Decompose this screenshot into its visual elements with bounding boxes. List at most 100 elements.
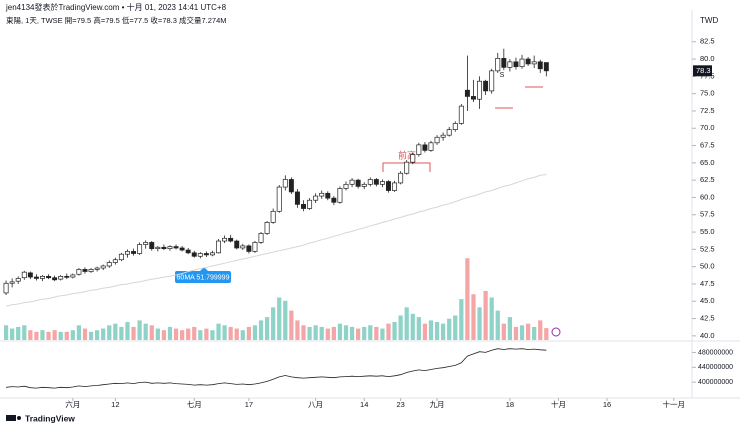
volume-bar <box>155 328 160 340</box>
volume-bar <box>137 320 142 340</box>
volume-bar <box>222 325 227 340</box>
volume-bar <box>204 328 209 340</box>
x-tick-label: 18 <box>506 400 514 409</box>
volume-bar <box>337 323 343 340</box>
volume-bar <box>179 330 185 340</box>
candle-body <box>240 245 246 249</box>
x-tick-label: 17 <box>245 400 253 409</box>
candle-body <box>82 269 88 272</box>
candle-body <box>64 275 70 278</box>
y-tick-label: 50.0 <box>700 262 715 271</box>
volume-bar <box>483 290 488 340</box>
volume-bar <box>295 320 300 340</box>
candle-body <box>313 195 319 201</box>
candle-body <box>252 242 258 252</box>
candle-body <box>21 271 27 279</box>
candle-body <box>137 244 143 254</box>
candle-body <box>531 61 537 65</box>
volume-bar <box>101 328 106 340</box>
volume-bar <box>58 331 63 340</box>
ma-label: 60MA 51.799999 <box>177 274 230 281</box>
volume-bar <box>313 325 318 340</box>
candle-body <box>440 134 446 138</box>
x-tick-label: 十一月 <box>663 399 686 409</box>
volume-bar <box>519 325 525 340</box>
candle-body <box>307 199 313 209</box>
x-tick-label: 14 <box>360 400 368 409</box>
candle-body <box>361 183 367 187</box>
candle-body <box>507 61 513 68</box>
volume-bar <box>64 331 69 340</box>
candle-body <box>288 179 294 193</box>
x-tick-label: 八月 <box>308 400 323 409</box>
candle-body <box>519 58 525 68</box>
footer: TradingView <box>25 413 75 423</box>
currency: TWD <box>700 16 718 25</box>
candle-body <box>222 237 228 242</box>
y-tick-label: 42.5 <box>700 314 715 323</box>
volume-bar <box>471 294 476 340</box>
volume-bar <box>343 325 349 340</box>
volume-bar <box>525 323 531 340</box>
candle-body <box>276 186 282 212</box>
volume-bar <box>240 330 245 340</box>
candle-body <box>33 276 39 279</box>
volume-bar <box>501 323 506 340</box>
volume-bar <box>277 297 282 340</box>
volume-bar <box>465 258 470 340</box>
y-tick-label: 65.0 <box>700 158 715 167</box>
y-tick-label: 82.5 <box>700 37 715 46</box>
candle-body <box>94 267 100 270</box>
candle-body <box>337 188 343 203</box>
y-tick-label: 57.5 <box>700 210 715 219</box>
volume-bar <box>119 326 124 340</box>
volume-bar <box>544 328 549 340</box>
volume-bar <box>228 326 233 340</box>
volume-bar <box>368 325 373 340</box>
volume-bar <box>258 320 264 340</box>
candle-body <box>434 136 440 144</box>
candle-body <box>124 251 130 255</box>
candle-body <box>343 183 349 189</box>
y-tick-label: 72.5 <box>700 106 715 115</box>
volume-bar <box>216 323 221 340</box>
footer-logo <box>6 415 21 421</box>
candle-body <box>216 240 222 254</box>
volume-bar <box>173 328 179 340</box>
candle-body <box>525 58 531 65</box>
event-icon[interactable] <box>551 327 561 337</box>
annotation: S <box>500 72 505 79</box>
candle-body <box>489 70 495 92</box>
candle-body <box>118 253 124 261</box>
volume-bar <box>325 328 330 340</box>
candle-body <box>143 242 149 245</box>
volume-bar <box>28 330 33 340</box>
candle-body <box>294 191 300 205</box>
volume-bar <box>70 330 75 340</box>
candle-body <box>3 282 9 294</box>
candle-body <box>58 275 64 280</box>
volume-bar <box>94 330 100 340</box>
candle-body <box>15 278 21 282</box>
candle-body <box>301 204 306 209</box>
candle-body <box>501 58 507 68</box>
x-tick-label: 九月 <box>430 400 445 409</box>
volume-bar <box>34 331 39 340</box>
candle-body <box>325 192 331 199</box>
candle-body <box>46 275 52 279</box>
candle-body <box>404 161 410 174</box>
annotation: 前高 <box>398 149 416 160</box>
candle-body <box>392 182 398 191</box>
volume-bar <box>186 328 191 340</box>
volume-bar <box>404 307 409 340</box>
candle-body <box>319 192 325 197</box>
y-tick-label: 80.0 <box>700 54 715 63</box>
volume-bar <box>459 299 464 340</box>
candle-body <box>470 96 476 100</box>
volume-bar <box>362 326 367 340</box>
indicator-tick-label: 440000000 <box>698 364 733 371</box>
volume-bar <box>10 328 15 340</box>
volume-bar <box>422 323 428 340</box>
candle-body <box>464 89 470 97</box>
volume-bar <box>192 326 197 340</box>
